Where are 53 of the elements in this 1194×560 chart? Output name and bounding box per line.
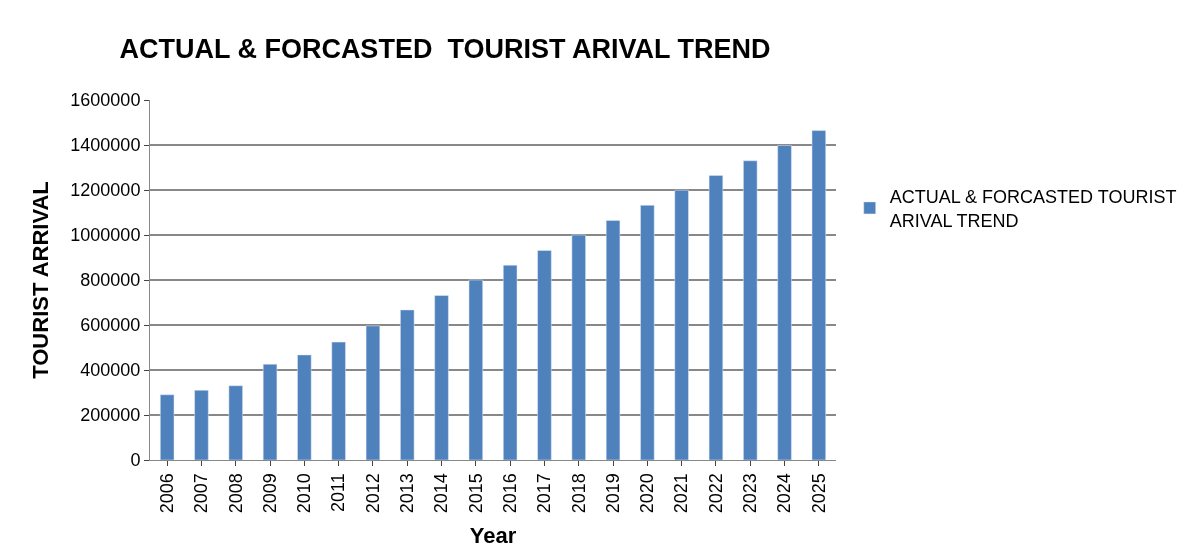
y-tick-label: 0 <box>130 450 141 471</box>
bar <box>262 363 278 460</box>
x-tick-label: 2010 <box>294 473 315 514</box>
bar <box>160 394 175 460</box>
y-tick-label: 1000000 <box>70 225 141 246</box>
bar <box>537 250 552 460</box>
x-tick-label: 2022 <box>705 473 726 514</box>
bar <box>743 160 758 460</box>
y-tick-label: 200000 <box>80 405 141 426</box>
x-tick-label: 2008 <box>225 473 246 514</box>
chart-title: ACTUAL & FORCASTED TOURIST ARIVAL TREND <box>119 34 771 65</box>
y-tick-label: 1400000 <box>70 135 141 156</box>
y-tick-label: 600000 <box>80 315 141 336</box>
x-tick-label: 2018 <box>568 473 589 514</box>
bar <box>777 145 792 460</box>
x-tick-label: 2013 <box>397 473 418 514</box>
x-tick-label: 2021 <box>671 473 692 514</box>
x-axis-title: Year <box>469 523 517 549</box>
bar <box>674 189 689 460</box>
bar <box>640 205 655 460</box>
bar <box>365 325 381 460</box>
x-tick-label: 2023 <box>740 473 761 514</box>
x-tick-label: 2009 <box>259 473 280 514</box>
bar <box>400 309 415 460</box>
bar <box>605 220 621 460</box>
legend-label: ACTUAL & FORCASTED TOURIST ARIVAL TREND <box>889 187 1177 231</box>
x-tick-label: 2011 <box>328 473 349 512</box>
x-tick-label: 2012 <box>362 473 383 514</box>
bar <box>297 354 312 460</box>
x-tick-label: 2007 <box>191 473 212 514</box>
x-tick-label: 2019 <box>602 473 623 514</box>
x-tick-label: 2014 <box>431 473 452 514</box>
y-tick-label: 400000 <box>80 360 141 381</box>
y-tick-label: 800000 <box>80 270 141 291</box>
x-tick-label: 2025 <box>808 473 829 514</box>
bar <box>503 264 518 460</box>
x-tick-label: 2006 <box>157 473 177 514</box>
bar <box>434 295 449 460</box>
y-tick-label: 1600000 <box>70 90 141 111</box>
x-tick-label: 2015 <box>465 473 486 514</box>
bar <box>194 390 209 460</box>
x-tick-label: 2020 <box>637 473 658 514</box>
bar <box>228 385 243 460</box>
bar <box>708 175 724 460</box>
x-tick-label: 2017 <box>534 473 555 514</box>
y-tick-label: 1200000 <box>70 180 141 201</box>
y-axis-title: TOURIST ARRIVAL <box>28 181 54 379</box>
x-tick-label: 2024 <box>774 473 795 514</box>
bar <box>811 130 826 460</box>
bar <box>468 279 483 460</box>
bar <box>571 234 586 460</box>
bar <box>331 341 346 460</box>
x-tick-label: 2016 <box>500 473 520 514</box>
